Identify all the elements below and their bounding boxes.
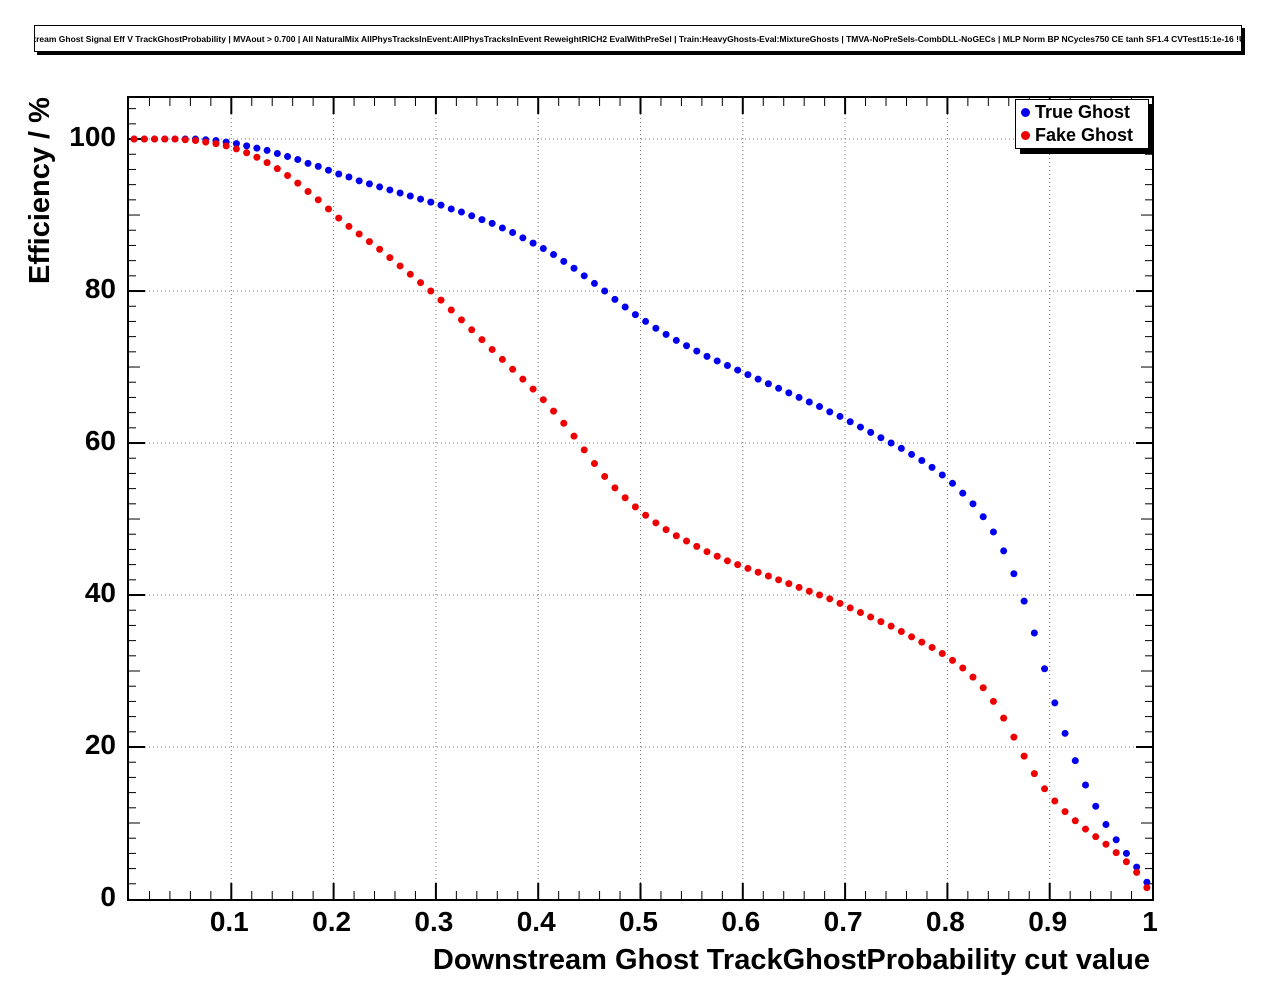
x-tick-label: 0.8 xyxy=(925,906,965,937)
x-tick-label: 0.7 xyxy=(823,906,863,937)
legend: True Ghost Fake Ghost xyxy=(1015,99,1149,149)
plot-title: Downstream Ghost Signal Eff V TrackGhost… xyxy=(34,33,1242,44)
y-tick-label: 100 xyxy=(69,121,116,153)
x-tick-label: 0.2 xyxy=(312,906,352,937)
x-tick-label: 0.1 xyxy=(209,906,249,937)
fake-ghost-marker-icon xyxy=(1021,131,1030,140)
x-tick-label: 0.4 xyxy=(516,906,556,937)
plot-frame xyxy=(127,96,1154,901)
x-tick-label: 1 xyxy=(1142,906,1158,937)
x-tick-label: 0.9 xyxy=(1028,906,1068,937)
y-tick-label: 60 xyxy=(84,425,116,457)
y-tick-label: 40 xyxy=(84,577,116,608)
legend-entry-true-ghost: True Ghost xyxy=(1016,101,1148,124)
y-tick-label: 0 xyxy=(100,881,116,912)
y-tick-label: 80 xyxy=(84,273,116,305)
x-tick-label: 0.5 xyxy=(619,906,658,937)
legend-label: True Ghost xyxy=(1035,102,1131,122)
legend-entry-fake-ghost: Fake Ghost xyxy=(1016,124,1148,147)
x-tick-label: 0.3 xyxy=(414,906,454,937)
plot-area xyxy=(129,98,1152,899)
legend-label: Fake Ghost xyxy=(1035,125,1134,145)
x-tick-label: 0.6 xyxy=(721,906,761,937)
plot-title-box: Downstream Ghost Signal Eff V TrackGhost… xyxy=(34,25,1242,52)
x-axis-title: Downstream Ghost TrackGhostProbability c… xyxy=(432,944,1150,976)
true-ghost-marker-icon xyxy=(1021,108,1030,117)
y-tick-label: 20 xyxy=(84,729,116,760)
